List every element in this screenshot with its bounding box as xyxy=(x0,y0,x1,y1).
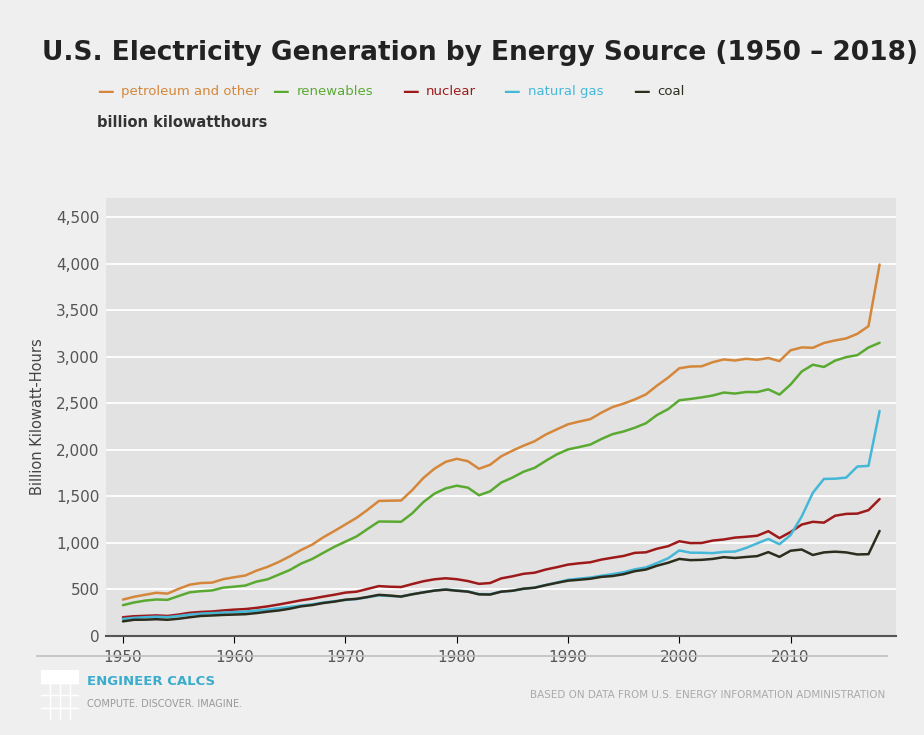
Text: ENGINEER CALCS: ENGINEER CALCS xyxy=(87,675,215,688)
Text: —: — xyxy=(504,83,520,101)
Text: COMPUTE. DISCOVER. IMAGINE.: COMPUTE. DISCOVER. IMAGINE. xyxy=(87,699,242,709)
Bar xyxy=(41,670,79,683)
Bar xyxy=(41,670,79,683)
Text: —: — xyxy=(402,83,419,101)
Text: petroleum and other: petroleum and other xyxy=(121,85,259,98)
Text: nuclear: nuclear xyxy=(426,85,476,98)
Y-axis label: Billion Kilowatt-Hours: Billion Kilowatt-Hours xyxy=(30,339,44,495)
Text: natural gas: natural gas xyxy=(528,85,603,98)
Text: —: — xyxy=(633,83,650,101)
Text: renewables: renewables xyxy=(297,85,373,98)
Text: —: — xyxy=(97,83,114,101)
Text: U.S. Electricity Generation by Energy Source (1950 – 2018): U.S. Electricity Generation by Energy So… xyxy=(42,40,918,66)
Text: billion kilowatthours: billion kilowatthours xyxy=(97,115,267,130)
Text: —: — xyxy=(273,83,289,101)
Text: coal: coal xyxy=(657,85,685,98)
Text: BASED ON DATA FROM U.S. ENERGY INFORMATION ADMINISTRATION: BASED ON DATA FROM U.S. ENERGY INFORMATI… xyxy=(530,689,885,700)
